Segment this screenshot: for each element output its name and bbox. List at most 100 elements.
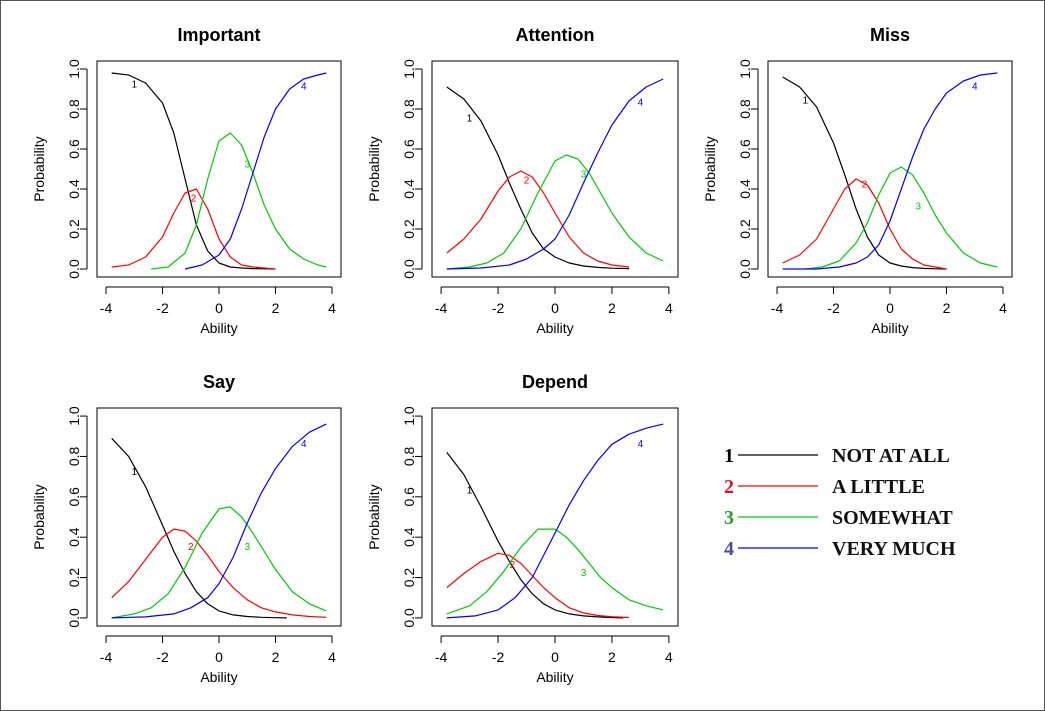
x-tick-label: 4 (328, 300, 336, 316)
legend: 1 NOT AT ALL 2 A LITTLE 3 SOMEWHAT 4 VERY MUCH (724, 445, 956, 560)
curve-label-1: 1 (131, 80, 137, 91)
y-tick-label: 0.6 (401, 139, 417, 159)
x-tick-label: -2 (492, 300, 505, 316)
x-tick-label: -2 (156, 649, 169, 665)
series-line-1 (782, 76, 947, 270)
y-tick-label: 0.0 (401, 608, 417, 628)
x-tick-label: -4 (100, 300, 113, 316)
curve-label-4: 4 (301, 82, 307, 93)
chart-panel-say: Say -4 -2 0 2 4 Ability 0.0 0.2 0.4 0.6 0.8 1.0 Proba… (31, 372, 342, 685)
x-tick-label: 0 (215, 300, 223, 316)
series-line-4 (184, 72, 327, 270)
series-line-1 (111, 72, 276, 270)
series-line-2 (111, 528, 327, 618)
legend-label-1: NOT AT ALL (832, 445, 950, 467)
x-axis-label: Ability (200, 320, 237, 336)
y-axis-label: Probability (702, 136, 718, 201)
y-tick-label: 0.0 (66, 608, 82, 628)
chart-panel-important: Important -4 -2 0 2 4 Ability 0.0 0.2 0.4 0.6 0.8 1.… (31, 25, 342, 336)
y-axis-label: Probability (31, 136, 47, 201)
y-tick-label: 0.4 (401, 179, 417, 199)
x-tick-label: 4 (999, 300, 1007, 316)
x-tick-label: 2 (272, 649, 280, 665)
curve-label-4: 4 (638, 439, 644, 450)
chart-panel-depend: Depend -4 -2 0 2 4 Ability 0.0 0.2 0.4 0.6 0.8 1.0 Pr… (366, 372, 679, 685)
y-axis-label: Probability (366, 484, 382, 549)
y-tick-label: 1.0 (737, 59, 753, 79)
y-tick-label: 0.8 (401, 447, 417, 467)
legend-label-3: SOMEWHAT (832, 507, 953, 529)
x-tick-label: 0 (551, 300, 559, 316)
plot-box (431, 60, 679, 278)
curve-label-3: 3 (581, 568, 587, 579)
curve-label-1: 1 (467, 485, 473, 496)
series-line-2 (782, 178, 947, 270)
curve-label-3: 3 (244, 160, 250, 171)
x-tick-label: -2 (492, 649, 505, 665)
y-tick-label: 0.6 (66, 139, 82, 159)
x-tick-label: 2 (943, 300, 951, 316)
series-line-2 (446, 552, 630, 619)
x-axis-label: Ability (536, 320, 573, 336)
curve-label-2: 2 (862, 180, 868, 191)
x-tick-label: 0 (215, 649, 223, 665)
legend-label-2: A LITTLE (832, 476, 925, 498)
curve-label-2: 2 (191, 194, 197, 205)
series-line-4 (782, 72, 998, 270)
chart-title: Important (178, 25, 261, 45)
y-tick-label: 0.2 (401, 568, 417, 588)
x-tick-label: 4 (665, 649, 673, 665)
x-axis-label: Ability (536, 669, 573, 685)
y-tick-label: 1.0 (401, 406, 417, 426)
x-axis-label: Ability (871, 320, 908, 336)
chart-title: Say (203, 372, 235, 392)
curve-label-1: 1 (467, 114, 473, 125)
y-tick-label: 0.0 (66, 259, 82, 279)
plot-box (96, 60, 342, 278)
curve-label-3: 3 (915, 202, 921, 213)
curve-label-4: 4 (972, 82, 978, 93)
chart-title: Miss (870, 25, 910, 45)
legend-number-1: 1 (724, 445, 734, 467)
y-tick-label: 0.2 (66, 219, 82, 239)
x-tick-label: -4 (771, 300, 784, 316)
x-tick-label: 2 (608, 300, 616, 316)
x-tick-label: 4 (328, 649, 336, 665)
y-tick-label: 0.2 (737, 219, 753, 239)
y-tick-label: 0.6 (737, 139, 753, 159)
series-line-1 (446, 452, 624, 619)
y-tick-label: 0.6 (66, 487, 82, 507)
y-tick-label: 0.4 (66, 179, 82, 199)
x-tick-label: 0 (886, 300, 894, 316)
series-line-3 (446, 528, 664, 615)
plot-box (431, 407, 679, 627)
chart-panel-miss: Miss -4 -2 0 2 4 Ability 0.0 0.2 0.4 0.6 0.8 1.0 Prob… (702, 25, 1013, 336)
legend-number-2: 2 (724, 476, 734, 498)
x-axis-label: Ability (200, 669, 237, 685)
legend-number-3: 3 (724, 507, 734, 529)
curve-label-2: 2 (524, 176, 530, 187)
curve-label-3: 3 (581, 170, 587, 181)
y-tick-label: 0.4 (401, 527, 417, 547)
y-tick-label: 0.8 (401, 99, 417, 119)
y-axis-label: Probability (31, 484, 47, 549)
y-tick-label: 0.8 (66, 447, 82, 467)
legend-number-4: 4 (724, 538, 734, 560)
series-line-4 (446, 423, 664, 619)
series-line-4 (111, 423, 327, 619)
series-line-2 (111, 188, 276, 270)
series-line-1 (111, 437, 287, 619)
x-tick-label: -4 (100, 649, 113, 665)
series-line-2 (446, 170, 630, 268)
y-tick-label: 0.0 (737, 259, 753, 279)
curve-label-1: 1 (802, 96, 808, 107)
x-tick-label: 2 (272, 300, 280, 316)
y-tick-label: 0.4 (737, 179, 753, 199)
curve-label-4: 4 (638, 98, 644, 109)
curve-label-2: 2 (510, 560, 516, 571)
chart-title: Depend (522, 372, 588, 392)
x-tick-label: 4 (665, 300, 673, 316)
y-tick-label: 0.2 (401, 219, 417, 239)
series-line-3 (111, 506, 327, 619)
